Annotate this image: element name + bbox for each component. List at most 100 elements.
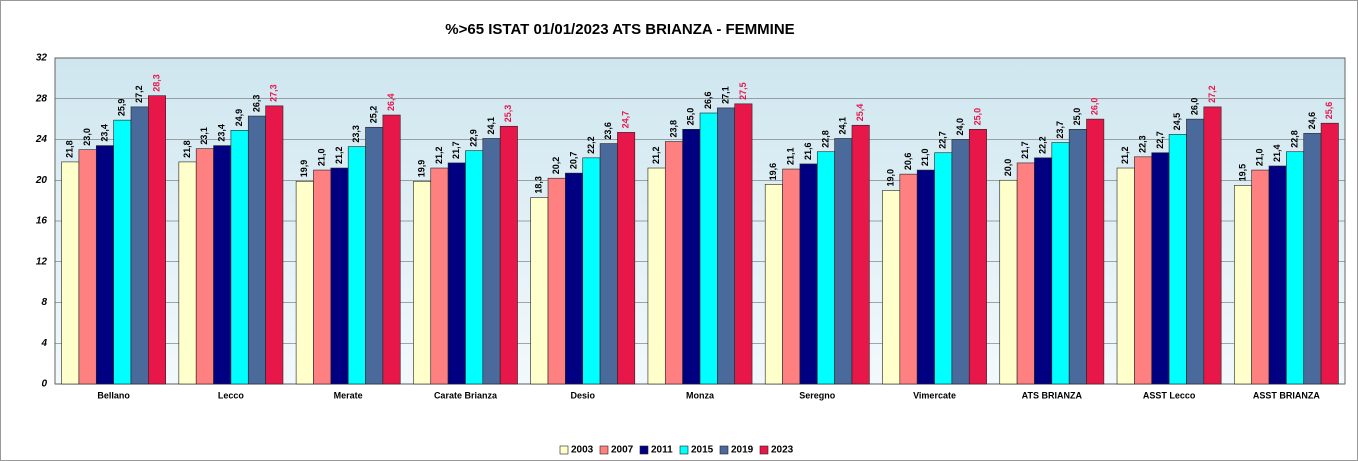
- bar: [1233, 185, 1252, 385]
- value-label: 22,3: [1137, 135, 1147, 153]
- x-tick-label: Desio: [570, 390, 595, 400]
- value-label: 21,2: [1120, 146, 1130, 164]
- value-label: 20,0: [1003, 159, 1013, 177]
- value-label: 27,5: [738, 82, 748, 100]
- bar: [365, 126, 384, 385]
- bar: [1320, 122, 1339, 385]
- value-label: 24,1: [838, 117, 848, 135]
- bar: [113, 119, 132, 385]
- y-tick-label: 16: [36, 216, 48, 227]
- value-label: 25,4: [855, 104, 865, 122]
- value-label: 21,0: [1255, 149, 1265, 167]
- bar: [1116, 167, 1135, 385]
- value-label: 25,0: [1072, 108, 1082, 126]
- value-label: 21,8: [182, 140, 192, 158]
- bar: [195, 148, 214, 385]
- value-label: 21,0: [317, 149, 327, 167]
- value-label: 21,6: [803, 142, 813, 160]
- value-label: 21,2: [334, 146, 344, 164]
- bar: [682, 129, 701, 385]
- value-label: 27,3: [269, 84, 279, 102]
- y-tick-label: 24: [35, 134, 48, 145]
- bar: [834, 138, 853, 385]
- bar: [799, 163, 818, 385]
- value-label: 22,8: [1289, 130, 1299, 148]
- value-label: 22,8: [820, 130, 830, 148]
- bar: [882, 190, 901, 385]
- value-label: 21,7: [1020, 141, 1030, 159]
- value-label: 21,2: [434, 146, 444, 164]
- bar: [465, 150, 484, 385]
- bar: [647, 167, 666, 385]
- bar: [482, 138, 501, 385]
- bar: [1186, 118, 1205, 385]
- bar: [1016, 162, 1035, 385]
- legend-label: 2019: [731, 445, 754, 456]
- value-label: 26,4: [386, 94, 396, 112]
- legend-swatch: [719, 445, 729, 455]
- bar: [213, 145, 232, 385]
- y-tick-label: 8: [41, 297, 47, 308]
- value-label: 23,8: [668, 120, 678, 138]
- y-tick-label: 20: [35, 175, 48, 186]
- value-label: 24,7: [620, 111, 630, 129]
- bar: [851, 124, 870, 385]
- value-label: 21,7: [451, 141, 461, 159]
- y-tick-label: 0: [41, 379, 47, 390]
- bar: [782, 168, 801, 385]
- legend-swatch: [599, 445, 609, 455]
- bar: [148, 95, 167, 385]
- bar: [617, 132, 636, 385]
- bar: [699, 112, 718, 385]
- y-tick-label: 28: [35, 93, 48, 104]
- value-label: 22,7: [938, 131, 948, 149]
- bar: [934, 152, 953, 385]
- value-label: 20,2: [551, 157, 561, 175]
- bar: [78, 149, 97, 385]
- y-tick-label: 32: [36, 53, 48, 64]
- value-label: 26,6: [703, 91, 713, 109]
- bar: [1068, 129, 1087, 385]
- bar: [582, 157, 601, 385]
- value-label: 23,7: [1055, 121, 1065, 139]
- value-label: 24,5: [1172, 113, 1182, 131]
- bar: [430, 167, 449, 385]
- bar: [1034, 157, 1053, 385]
- value-label: 23,6: [603, 122, 613, 140]
- bar: [764, 184, 783, 385]
- value-label: 19,9: [299, 160, 309, 178]
- bar: [734, 103, 753, 385]
- value-label: 24,1: [486, 117, 496, 135]
- x-tick-label: Vimercate: [913, 390, 956, 400]
- x-tick-label: Bellano: [97, 390, 130, 400]
- value-label: 21,4: [1272, 144, 1282, 162]
- bar: [664, 141, 683, 385]
- value-label: 21,0: [920, 149, 930, 167]
- bar: [1251, 169, 1270, 385]
- bar: [999, 179, 1018, 385]
- value-label: 24,6: [1307, 112, 1317, 130]
- value-label: 26,0: [1090, 98, 1100, 116]
- value-label: 23,1: [199, 127, 209, 145]
- legend-swatch: [759, 445, 769, 455]
- value-label: 24,0: [955, 118, 965, 136]
- legend-swatch: [679, 445, 689, 455]
- bar: [547, 177, 566, 385]
- bar: [951, 139, 970, 385]
- value-label: 25,0: [972, 108, 982, 126]
- value-label: 26,3: [251, 95, 261, 113]
- bar: [1286, 151, 1305, 385]
- bar: [447, 162, 466, 385]
- bar: [247, 115, 266, 385]
- chart-title: %>65 ISTAT 01/01/2023 ATS BRIANZA - FEMM…: [445, 21, 794, 38]
- value-label: 23,3: [351, 125, 361, 143]
- bar: [1168, 134, 1187, 385]
- value-label: 27,2: [1207, 85, 1217, 103]
- x-tick-label: ATS BRIANZA: [1022, 390, 1083, 400]
- value-label: 23,4: [217, 124, 227, 142]
- value-label: 24,9: [234, 109, 244, 127]
- value-label: 19,5: [1237, 164, 1247, 182]
- value-label: 21,1: [786, 148, 796, 166]
- bar: [230, 130, 249, 385]
